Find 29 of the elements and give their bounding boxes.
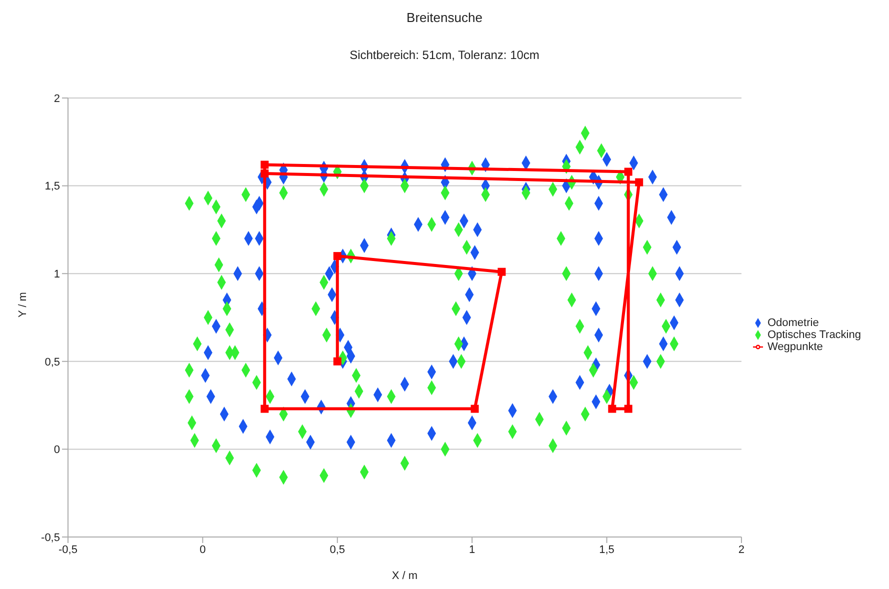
point <box>333 357 342 366</box>
point <box>260 404 269 413</box>
y-tick-label: 1,5 <box>44 180 60 193</box>
legend-label: Wegpunkte <box>767 340 823 352</box>
point <box>624 168 632 176</box>
y-axis-title: Y / m <box>16 292 29 318</box>
legend-label: Optisches Tracking <box>767 328 861 340</box>
x-tick-label: 0,5 <box>330 544 346 556</box>
point <box>260 170 269 178</box>
point <box>333 252 342 260</box>
legend-label: Odometrie <box>767 316 819 328</box>
x-axis-title: X / m <box>392 570 418 582</box>
point <box>260 160 269 169</box>
point <box>470 404 479 413</box>
y-tick-label: 2 <box>54 92 60 105</box>
x-tick-label: 1,5 <box>599 544 614 556</box>
point <box>635 178 644 186</box>
y-tick-label: 0,5 <box>44 356 60 368</box>
y-tick-label: 0 <box>54 444 60 456</box>
y-tick-label: -0,5 <box>41 532 60 544</box>
point <box>624 404 632 413</box>
x-tick-label: 2 <box>738 544 745 556</box>
x-tick-label: 0 <box>200 544 206 556</box>
chart-subtitle: Sichtbereich: 51cm, Toleranz: 10cm <box>348 48 540 62</box>
point <box>608 404 616 413</box>
point <box>498 268 506 276</box>
y-tick-label: 1 <box>54 268 60 281</box>
chart-title: Breitensuche <box>406 10 484 25</box>
x-tick-label: 1 <box>469 544 476 556</box>
